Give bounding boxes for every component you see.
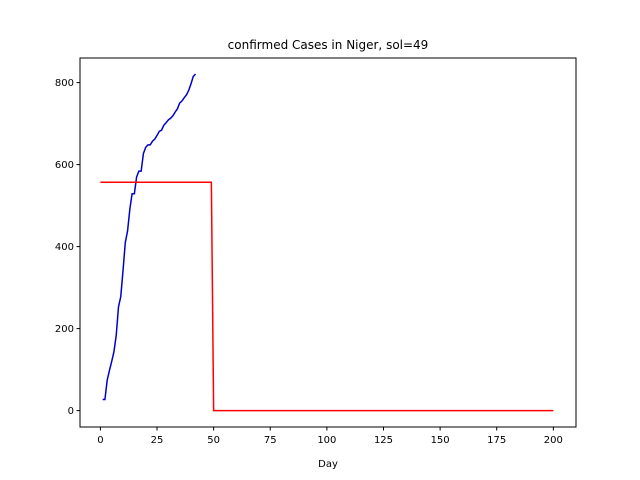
y-tick-label: 600 (55, 160, 74, 171)
y-tick-label: 400 (55, 242, 74, 253)
chart-title: confirmed Cases in Niger, sol=49 (228, 38, 429, 52)
x-tick-label: 0 (97, 435, 103, 446)
x-tick-label: 50 (207, 435, 220, 446)
y-tick-label: 0 (68, 406, 74, 417)
x-axis-label: Day (318, 459, 338, 470)
plot-area (80, 58, 576, 427)
x-tick-label: 25 (151, 435, 164, 446)
x-tick-label: 75 (264, 435, 277, 446)
x-tick-label: 200 (544, 435, 563, 446)
x-axis: 0 25 50 75 100 125 150 175 200 (97, 427, 563, 446)
x-tick-label: 175 (487, 435, 506, 446)
y-tick-label: 800 (55, 78, 74, 89)
plot-frame (79, 57, 577, 428)
series-line-2 (100, 181, 554, 412)
x-tick-label: 100 (317, 435, 336, 446)
series-line-1 (102, 73, 197, 401)
y-tick-label: 200 (55, 324, 74, 335)
x-tick-label: 125 (374, 435, 393, 446)
x-tick-label: 150 (431, 435, 450, 446)
series-layer (100, 73, 554, 412)
y-axis: 0 200 400 600 800 (55, 78, 80, 417)
